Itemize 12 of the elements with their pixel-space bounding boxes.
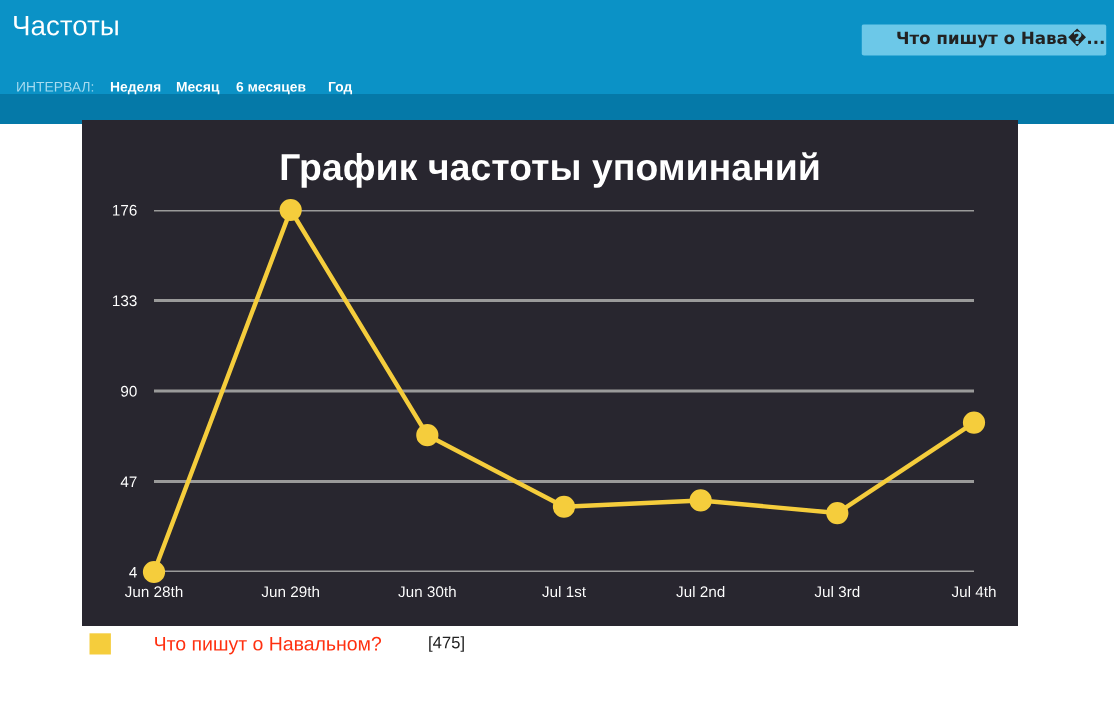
text: Частоты [14,16,118,36]
point [416,424,439,447]
point [826,501,849,525]
point [962,411,986,434]
text: [475] [429,636,464,652]
chart-title: График частоты упоминаний [281,152,819,188]
point [552,495,576,518]
point [689,489,712,512]
point [142,560,166,584]
text: Что пишут о Нава�... [897,28,1104,48]
legend-label: Что пишут о Навальном? [155,636,382,655]
point [279,198,302,222]
